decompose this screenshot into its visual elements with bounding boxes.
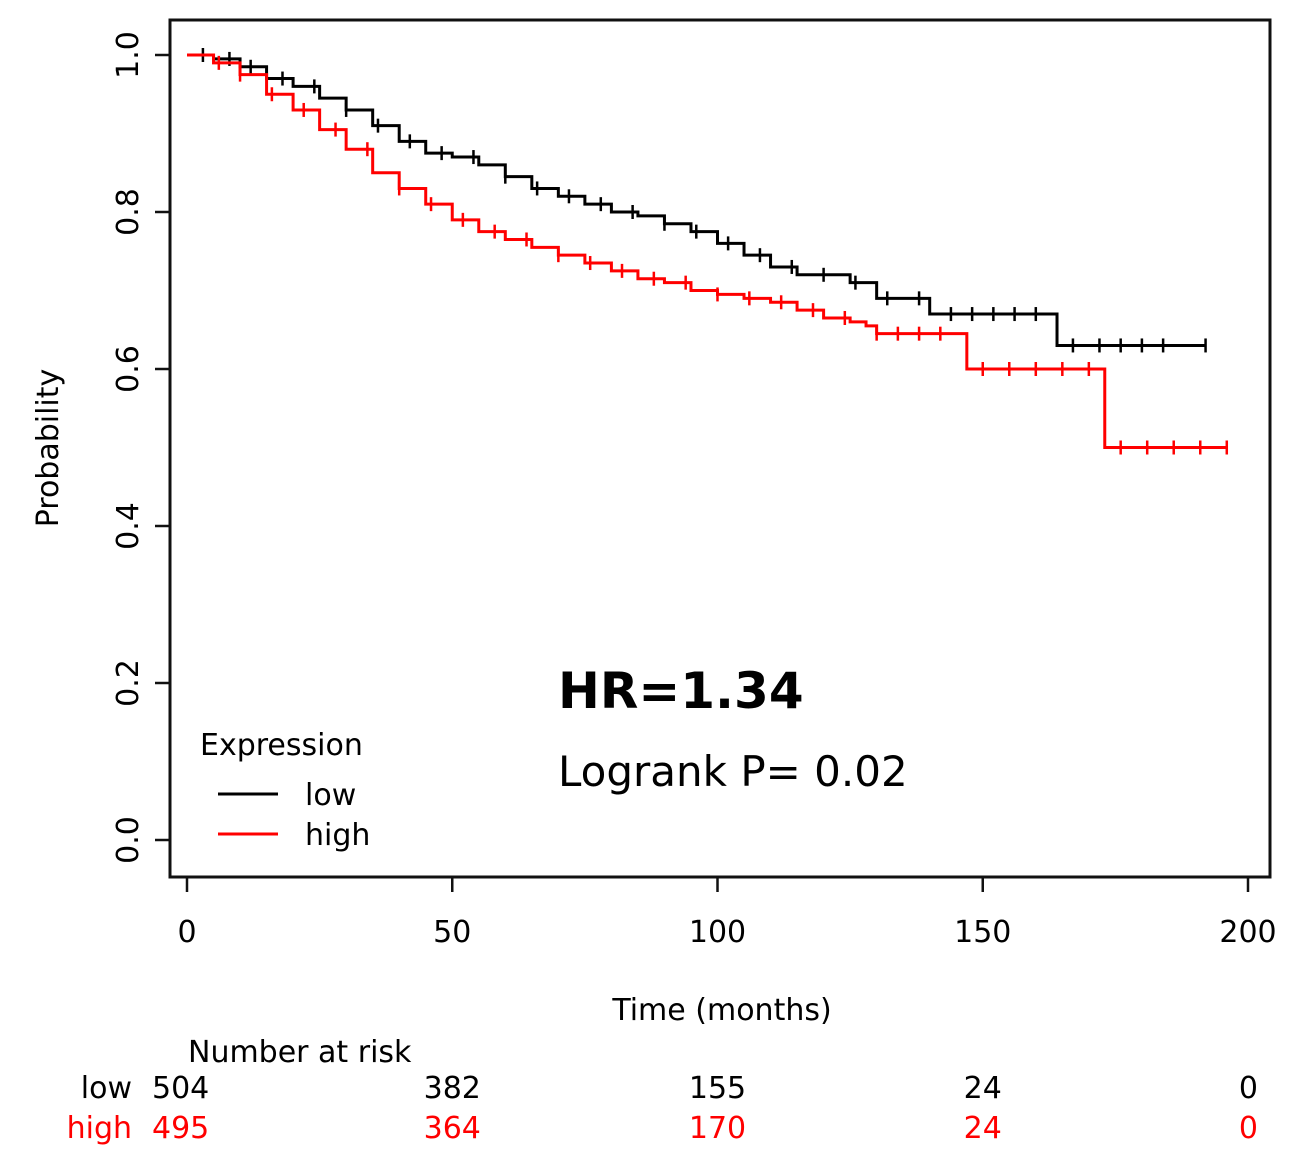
risk-table-title: Number at risk [188,1035,412,1070]
x-tick-label: 0 [177,915,196,950]
legend-title: Expression [200,728,363,763]
series-line-high [187,53,1227,449]
x-ticks: 0 50 100 150 200 [177,877,1277,950]
y-tick-label: 1.0 [111,31,146,79]
series-line-low [187,53,1206,347]
legend-label-high: high [305,818,370,853]
legend: Expression low high [200,728,370,853]
risk-table: low 504 382 155 24 0 high 495 364 170 24 0 [67,1071,1258,1146]
legend-label-low: low [305,778,356,813]
risk-row-label-low: low [81,1071,132,1106]
risk-value-high: 170 [689,1111,746,1146]
risk-value-low: 0 [1239,1071,1258,1106]
risk-value-low: 382 [424,1071,481,1106]
risk-value-high: 495 [152,1111,209,1146]
x-axis-title: Time (months) [611,993,831,1028]
y-tick-label: 0.4 [111,502,146,550]
risk-value-high: 364 [424,1111,481,1146]
x-tick-label: 150 [954,915,1011,950]
risk-value-low: 504 [152,1071,209,1106]
risk-value-low: 24 [964,1071,1002,1106]
risk-value-high: 24 [964,1111,1002,1146]
x-tick-label: 50 [433,915,471,950]
y-axis-title: Probability [31,369,66,528]
risk-value-low: 155 [689,1071,746,1106]
hazard-ratio-label: HR=1.34 [558,662,804,720]
risk-row-label-high: high [67,1111,132,1146]
risk-value-high: 0 [1239,1111,1258,1146]
y-tick-label: 0.2 [111,659,146,707]
y-tick-label: 0.8 [111,188,146,236]
y-tick-label: 0.6 [111,345,146,393]
y-tick-label: 0.0 [111,816,146,864]
y-ticks: 0.0 0.2 0.4 0.6 0.8 1.0 [111,31,170,864]
logrank-p-label: Logrank P= 0.02 [558,747,908,796]
x-tick-label: 100 [689,915,746,950]
x-tick-label: 200 [1219,915,1276,950]
series-layer [187,48,1229,455]
